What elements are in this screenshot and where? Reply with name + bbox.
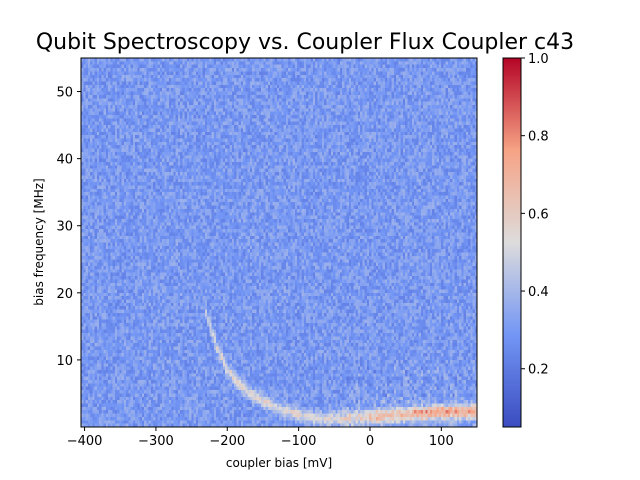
chart-title: Qubit Spectroscopy vs. Coupler Flux Coup…	[36, 30, 574, 55]
x-tick-label: −200	[209, 434, 245, 449]
y-tick-label: 10	[56, 354, 73, 369]
y-tick-label: 50	[56, 86, 73, 101]
colorbar-gradient	[502, 57, 522, 428]
y-axis-label: bias frequency [MHz]	[32, 178, 46, 305]
x-tick-label: −100	[281, 434, 317, 449]
y-tick-label: 40	[56, 153, 73, 168]
x-tick-label: −300	[138, 434, 174, 449]
y-tick-label: 20	[56, 287, 73, 302]
colorbar-tick-label: 0.8	[528, 130, 549, 145]
y-axis: 10 20 30 40 50	[56, 86, 81, 369]
x-tick-label: 100	[429, 434, 454, 449]
plot-frame	[80, 57, 478, 428]
colorbar: 0.2 0.4 0.6 0.8 1.0	[502, 52, 549, 428]
colorbar-tick-label: 0.2	[528, 363, 549, 378]
heatmap-plot-area	[80, 57, 478, 428]
colorbar-tick-label: 0.4	[528, 285, 549, 300]
y-tick-label: 30	[56, 220, 73, 235]
colorbar-tick-label: 1.0	[528, 52, 549, 67]
x-tick-label: −400	[67, 434, 103, 449]
colorbar-tick-label: 0.6	[528, 207, 549, 222]
heatmap-image	[81, 58, 477, 427]
x-axis: −400 −300 −200 −100 0 100	[67, 427, 454, 449]
colorbar-ticks: 0.2 0.4 0.6 0.8 1.0	[521, 52, 549, 378]
x-tick-label: 0	[366, 434, 374, 449]
x-axis-label: coupler bias [mV]	[226, 456, 332, 470]
